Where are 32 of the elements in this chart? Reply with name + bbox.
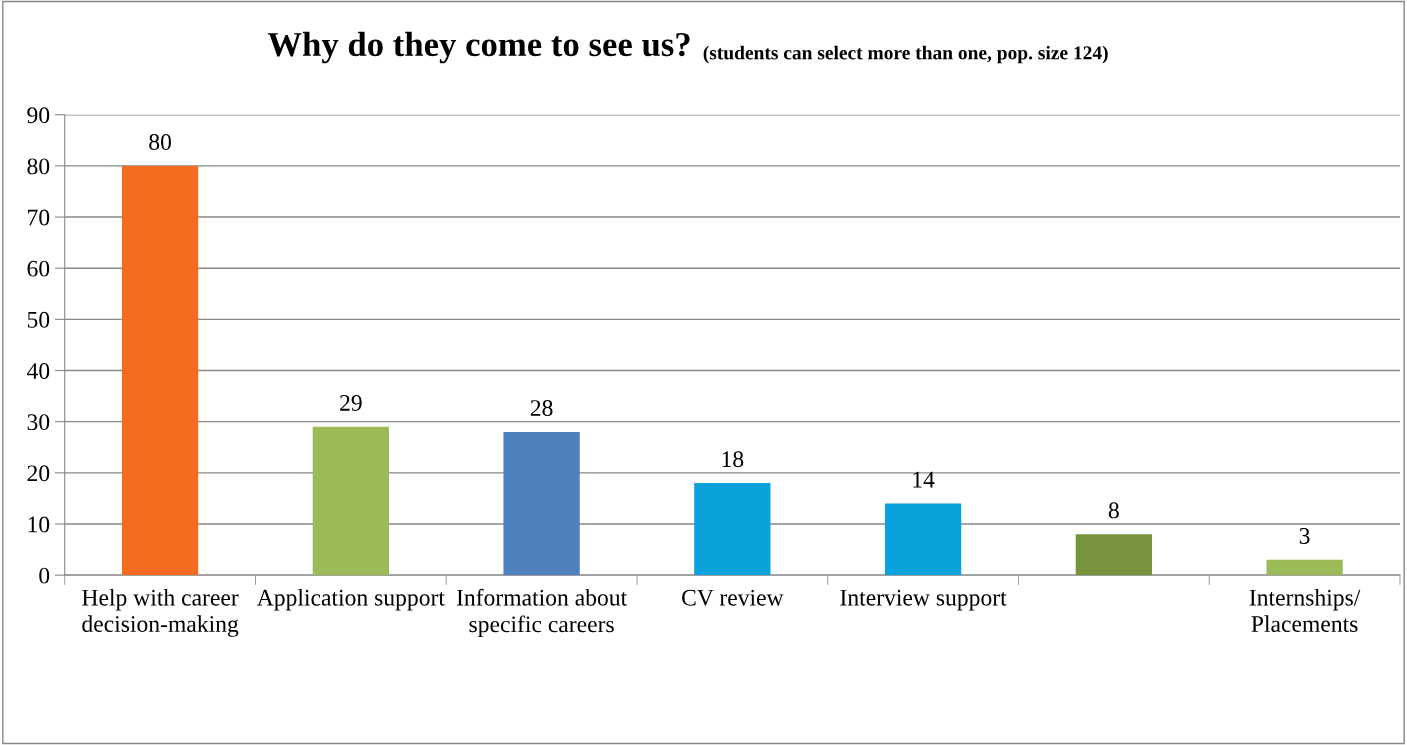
bar <box>503 431 580 576</box>
bar <box>1266 559 1343 576</box>
data-label: 3 <box>1299 528 1310 544</box>
x-tick-label: Internships/ Placements <box>1249 589 1361 632</box>
y-tick-label: 0 <box>39 567 50 584</box>
bar <box>884 503 962 576</box>
data-label: 28 <box>530 400 553 416</box>
chart-title: Why do they come to see us? <box>267 31 690 64</box>
y-tick-label: 50 <box>27 311 50 328</box>
bar <box>312 426 389 576</box>
data-label: 29 <box>340 395 362 411</box>
y-tick-label: 10 <box>28 516 50 533</box>
x-tick-label: Interview support <box>840 589 1007 611</box>
y-tick-label: 70 <box>28 209 50 226</box>
x-tick-label: Application support <box>256 589 445 611</box>
x-tick-label: CV review <box>682 589 784 606</box>
x-tick-label: Information about specific careers <box>456 588 628 638</box>
bar <box>121 165 199 576</box>
y-tick-label: 40 <box>26 363 50 379</box>
data-label: 80 <box>149 134 171 150</box>
y-tick-label: 60 <box>27 260 50 277</box>
data-label: 18 <box>722 451 744 468</box>
y-tick-label: 90 <box>27 107 50 124</box>
bar <box>1075 534 1152 576</box>
bar <box>694 483 771 576</box>
y-tick-label: 20 <box>27 465 50 482</box>
chart-subtitle: (students can select more than one, pop. size 124) <box>703 45 1108 64</box>
x-tick-label: Help with career decision-making <box>82 589 239 637</box>
data-label: 14 <box>913 471 935 488</box>
y-tick-label: 30 <box>27 414 50 431</box>
y-tick-label: 80 <box>27 158 50 175</box>
data-label: 8 <box>1108 502 1119 519</box>
